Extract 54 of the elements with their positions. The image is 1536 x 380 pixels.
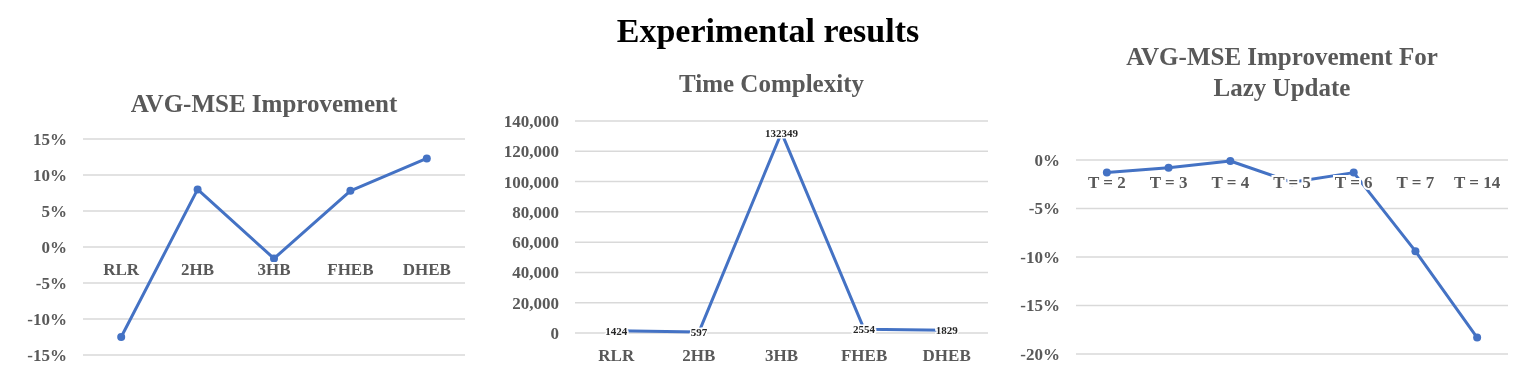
y-tick-label: 20,000 xyxy=(512,293,559,313)
y-tick-label: -10% xyxy=(1020,247,1060,267)
y-tick-label: 140,000 xyxy=(503,111,559,131)
point xyxy=(193,185,202,194)
point xyxy=(1102,168,1111,177)
y-tick-label: 80,000 xyxy=(512,202,559,222)
x-tick-label: T = 6 xyxy=(1334,173,1373,192)
text: Experimental results xyxy=(616,12,920,49)
x-tick-label: T = 2 xyxy=(1088,173,1126,192)
y-tick-label: 60,000 xyxy=(512,233,559,253)
y-tick-label: 5% xyxy=(41,201,67,221)
data-label: 132349 xyxy=(765,126,799,139)
point xyxy=(1164,163,1173,172)
chart-title: AVG-MSE Improvement For Lazy Update xyxy=(1126,43,1438,101)
data-label: 1829 xyxy=(935,324,959,337)
x-tick-label: 2HB xyxy=(181,260,215,279)
y-tick-label: 100,000 xyxy=(503,172,559,192)
y-tick-label: 0% xyxy=(41,237,67,257)
x-tick-label: DHEB xyxy=(922,346,971,365)
x-tick-label: RLR xyxy=(103,260,140,279)
y-tick-label: 10% xyxy=(33,165,67,185)
x-tick-label: T = 14 xyxy=(1454,173,1501,192)
point xyxy=(1411,247,1420,256)
y-tick-label: -5% xyxy=(35,273,67,293)
point xyxy=(346,186,355,195)
x-tick-label: RLR xyxy=(598,346,635,365)
y-tick-label: -15% xyxy=(1020,296,1060,316)
x-tick-label: DHEB xyxy=(402,260,451,279)
x-tick-label: T = 7 xyxy=(1396,173,1435,192)
y-tick-label: 120,000 xyxy=(503,142,559,162)
data-label: 1424 xyxy=(605,324,628,337)
x-tick-label: FHEB xyxy=(327,260,374,279)
y-tick-label: 15% xyxy=(33,129,67,149)
y-tick-label: -10% xyxy=(27,309,67,329)
y-tick-label: -15% xyxy=(27,345,67,365)
y-tick-label: 40,000 xyxy=(512,263,559,283)
point xyxy=(1226,156,1235,165)
point xyxy=(270,254,278,263)
x-tick-label: FHEB xyxy=(840,346,888,365)
chart-title: AVG-MSE Improvement xyxy=(130,90,398,117)
x-tick-label: T = 3 xyxy=(1149,173,1188,192)
point xyxy=(117,333,126,341)
chart-title: Time Complexity xyxy=(679,70,865,97)
y-tick-label: 0 xyxy=(550,323,559,343)
x-tick-label: 2HB xyxy=(682,346,716,365)
x-tick-label: 3HB xyxy=(764,346,799,365)
point xyxy=(1473,333,1482,342)
y-tick-label: 0% xyxy=(1034,150,1060,170)
point xyxy=(422,154,431,163)
y-tick-label: -5% xyxy=(1028,199,1060,219)
y-tick-label: -20% xyxy=(1020,344,1060,364)
x-tick-label: 3HB xyxy=(257,260,291,279)
x-tick-label: T = 4 xyxy=(1211,173,1250,192)
point xyxy=(1349,168,1358,177)
